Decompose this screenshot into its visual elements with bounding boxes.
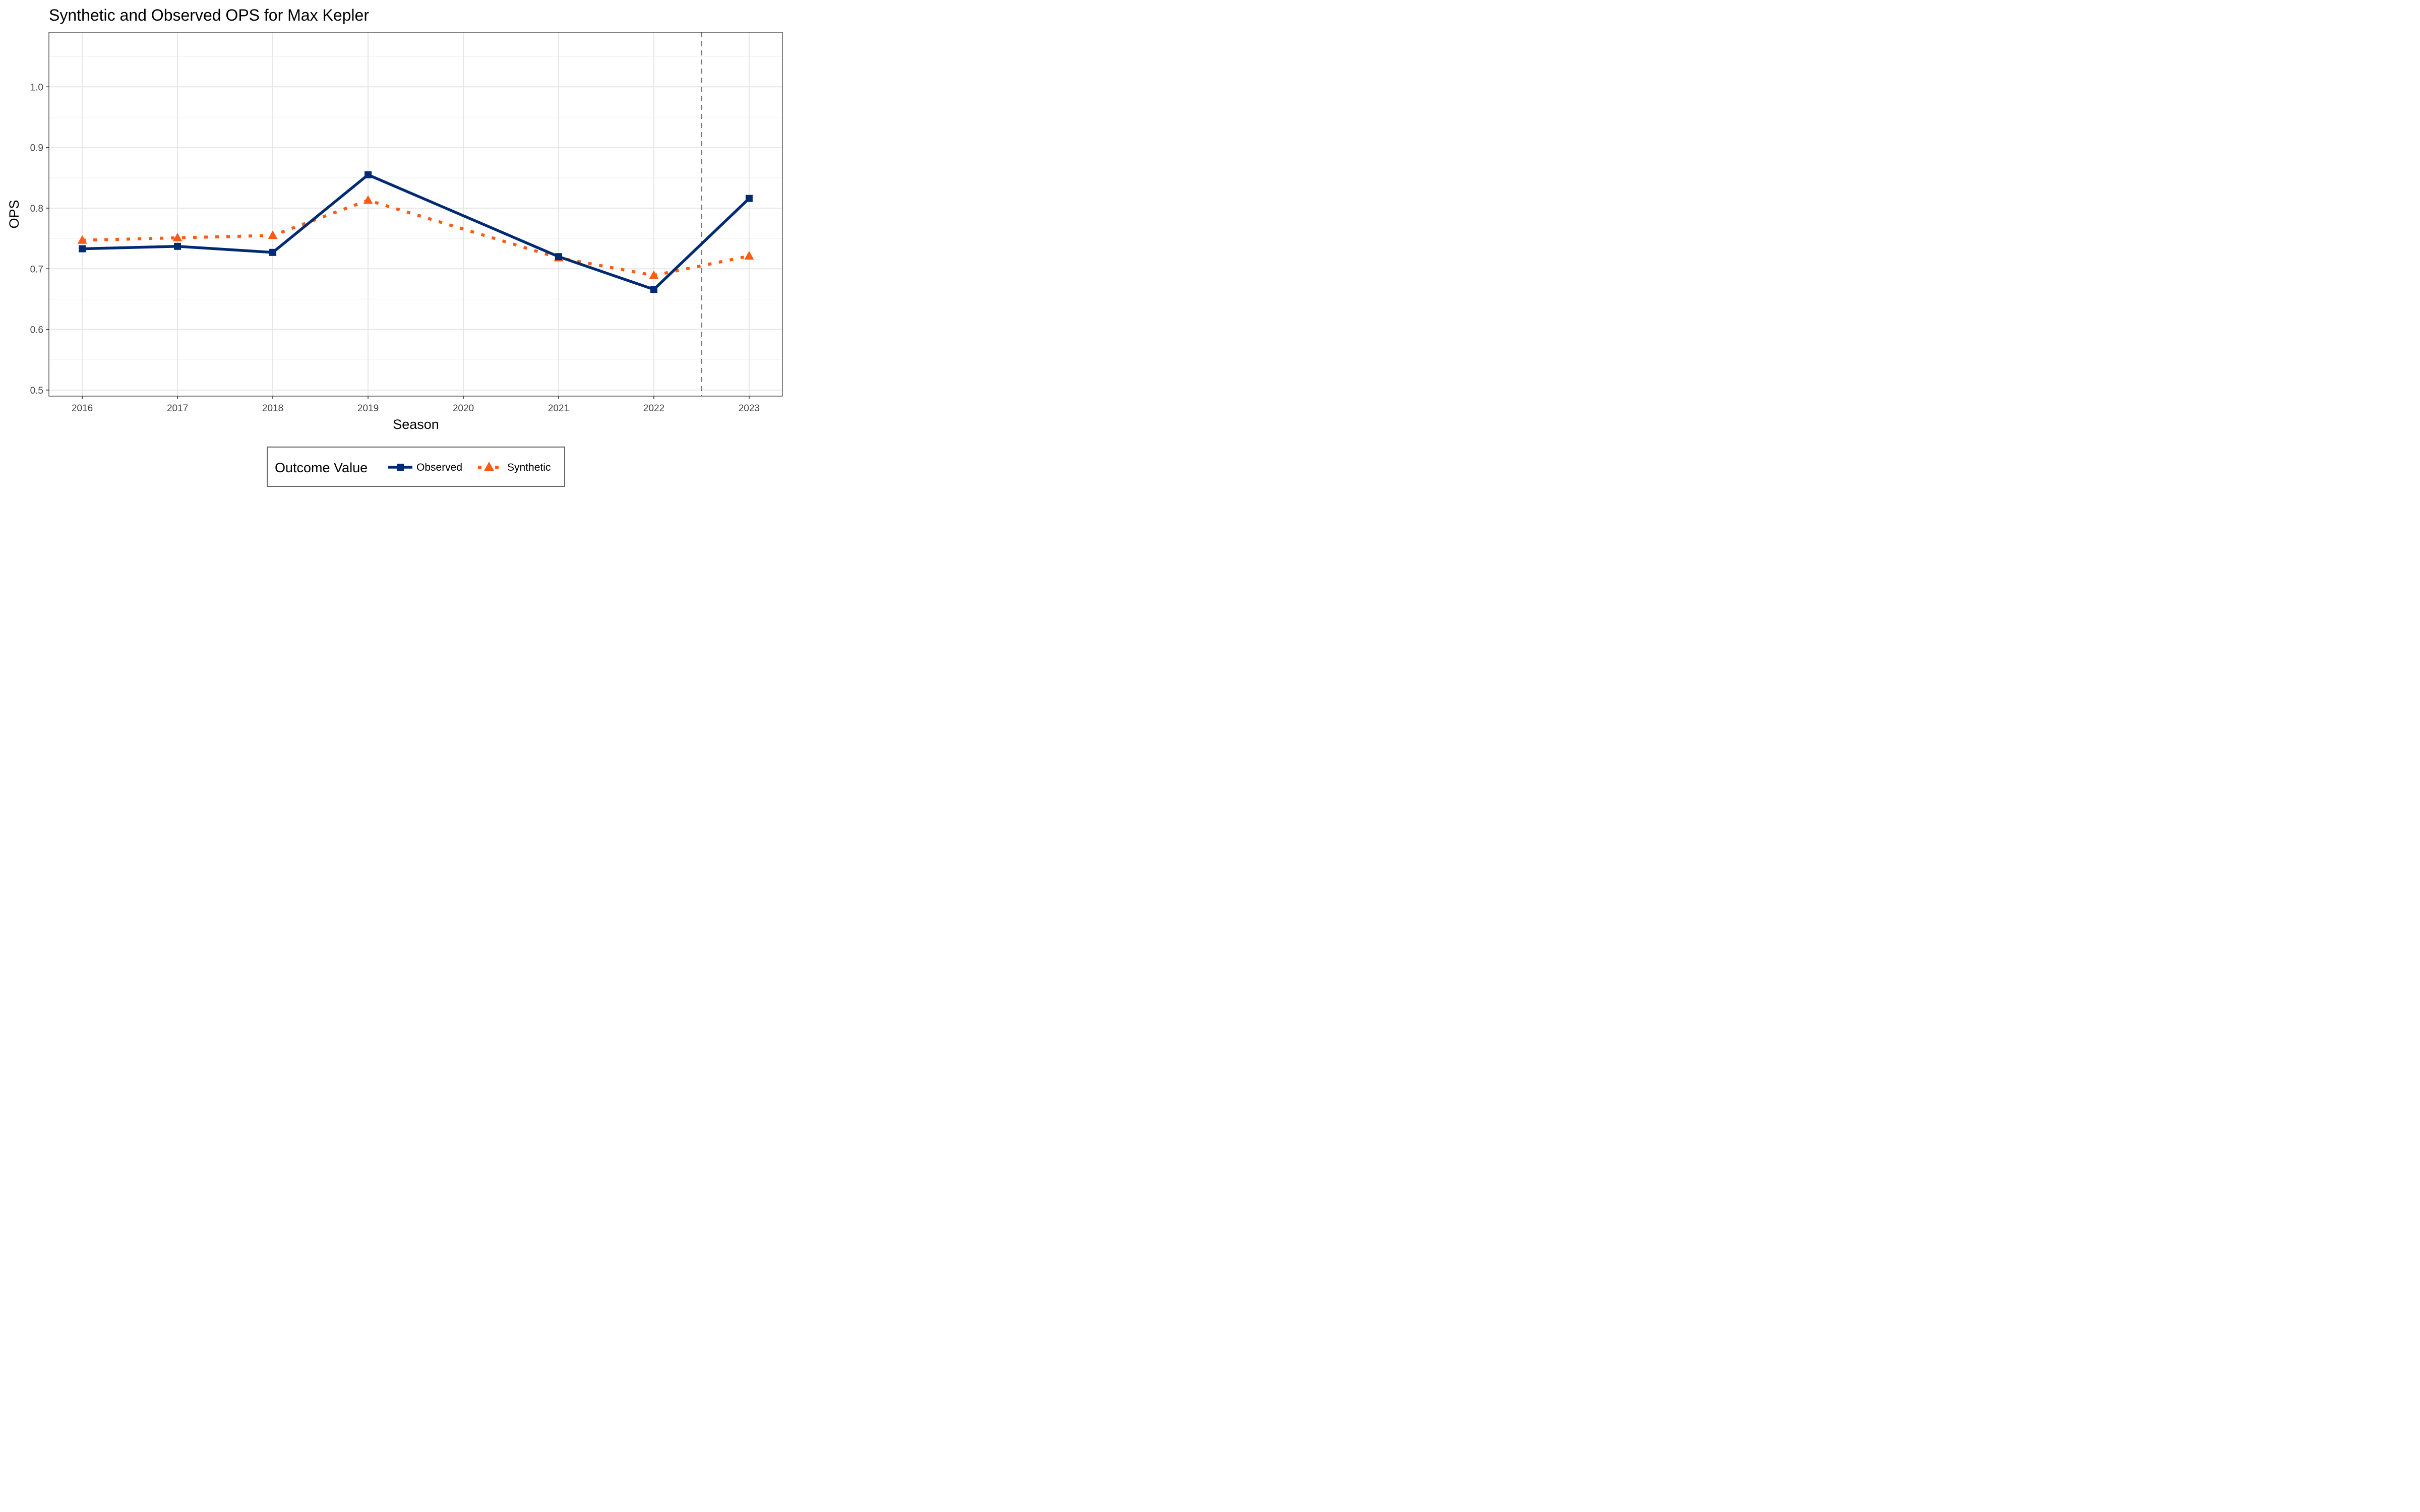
legend: Outcome Value Observed Synthetic bbox=[267, 447, 565, 487]
data-series bbox=[77, 171, 754, 293]
x-tick-label: 2017 bbox=[167, 403, 188, 414]
legend-title: Outcome Value bbox=[275, 460, 368, 475]
y-axis-title: OPS bbox=[7, 200, 22, 228]
observed-point bbox=[269, 248, 277, 256]
observed-line bbox=[82, 173, 750, 291]
chart-title: Synthetic and Observed OPS for Max Keple… bbox=[49, 6, 369, 24]
x-axis-ticks: 2016 2017 2018 2019 2020 2021 2022 2023 bbox=[72, 396, 760, 414]
synthetic-point bbox=[744, 251, 754, 260]
legend-synthetic-label: Synthetic bbox=[507, 462, 551, 473]
x-tick-label: 2023 bbox=[739, 403, 760, 414]
legend-items: Observed Synthetic bbox=[388, 462, 551, 473]
y-tick-label: 0.5 bbox=[30, 386, 43, 396]
legend-observed-label: Observed bbox=[416, 462, 462, 473]
synthetic-point bbox=[172, 232, 183, 241]
y-axis-ticks: 0.5 0.6 0.7 0.8 0.9 1.0 bbox=[30, 82, 49, 396]
synthetic-point bbox=[363, 195, 373, 204]
x-tick-label: 2021 bbox=[548, 403, 569, 414]
observed-point bbox=[650, 286, 657, 293]
synthetic-point bbox=[649, 270, 659, 279]
synthetic-line bbox=[82, 199, 750, 277]
x-tick-label: 2020 bbox=[453, 403, 474, 414]
y-tick-label: 0.9 bbox=[30, 143, 43, 154]
ops-chart: Synthetic and Observed OPS for Max Keple… bbox=[7, 6, 783, 487]
y-tick-label: 0.7 bbox=[30, 264, 43, 275]
synthetic-point bbox=[77, 235, 87, 244]
y-tick-label: 0.8 bbox=[30, 204, 43, 214]
observed-point bbox=[79, 245, 86, 253]
observed-point bbox=[174, 242, 182, 250]
legend-box bbox=[267, 447, 565, 487]
legend-observed-marker bbox=[397, 464, 404, 471]
y-tick-label: 0.6 bbox=[30, 325, 43, 336]
x-tick-label: 2019 bbox=[357, 403, 379, 414]
x-axis-title: Season bbox=[393, 417, 439, 432]
x-tick-label: 2022 bbox=[643, 403, 664, 414]
legend-synthetic-marker bbox=[484, 462, 494, 471]
synthetic-point bbox=[268, 230, 278, 239]
y-tick-label: 1.0 bbox=[30, 82, 43, 93]
plot-panel-border bbox=[48, 32, 783, 397]
grid-lines bbox=[49, 32, 782, 396]
observed-point bbox=[745, 195, 753, 202]
observed-point bbox=[365, 171, 372, 178]
x-tick-label: 2018 bbox=[262, 403, 283, 414]
x-tick-label: 2016 bbox=[72, 403, 93, 414]
observed-point bbox=[555, 253, 562, 261]
